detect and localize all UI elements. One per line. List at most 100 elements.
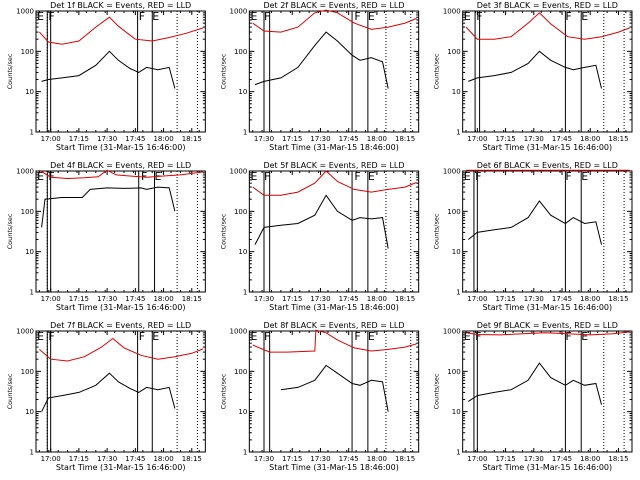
flag-label: F [476, 10, 482, 23]
flag-label: F [565, 10, 571, 23]
x-tick-label: 17:30 [524, 455, 544, 463]
x-tick-label: 18:00 [153, 455, 173, 463]
events-series-line [41, 186, 176, 228]
y-axis-label: Counts/sec [219, 213, 227, 249]
x-tick-label: 17:00 [467, 135, 487, 143]
x-tick-label: 17:15 [69, 295, 89, 303]
flag-label: E [464, 10, 471, 23]
plot-frame [248, 330, 420, 453]
y-tick-label: 1 [30, 449, 34, 457]
flag-label: E [581, 170, 588, 183]
flag-label: E [152, 10, 159, 23]
plot-title: Det 3f BLACK = Events, RED = LLD [477, 1, 618, 10]
x-tick-label: 18:15 [608, 135, 628, 143]
x-tick-label: 17:00 [41, 135, 61, 143]
x-tick-label: 17:00 [467, 455, 487, 463]
y-tick-label: 1000 [16, 168, 34, 176]
flag-label: E [368, 170, 375, 183]
plot-frame [462, 10, 633, 133]
y-axis-label: Counts/sec [433, 373, 441, 409]
plot-title: Det 5f BLACK = Events, RED = LLD [263, 161, 404, 170]
plot-frame [35, 170, 206, 293]
x-tick-label: 17:45 [125, 135, 145, 143]
flag-label: F [475, 330, 481, 343]
y-tick-label: 1 [456, 289, 460, 297]
x-tick-label: 17:45 [552, 455, 572, 463]
flag-label: F [264, 10, 270, 23]
y-tick-label: 1 [243, 449, 247, 457]
y-tick-label: 1000 [230, 8, 248, 16]
x-tick-label: 17:30 [97, 295, 117, 303]
flag-label: E [250, 10, 257, 23]
x-tick-label: 17:45 [552, 135, 572, 143]
y-tick-label: 10 [25, 248, 34, 256]
x-tick-label: 17:00 [41, 295, 61, 303]
x-tick-label: 17:30 [524, 135, 544, 143]
plot-frame [462, 170, 633, 293]
events-series-line [41, 372, 176, 412]
x-tick-label: 17:15 [69, 135, 89, 143]
flag-label: E [37, 10, 44, 23]
y-tick-label: 100 [234, 208, 247, 216]
x-tick-label: 17:45 [552, 295, 572, 303]
flag-label: E [152, 330, 159, 343]
x-axis-label: Start Time (31-Mar-15 16:46:00) [56, 303, 186, 312]
y-tick-label: 100 [234, 48, 247, 56]
x-axis-label: Start Time (31-Mar-15 16:46:00) [56, 463, 186, 472]
events-series-line [254, 194, 389, 249]
y-axis-label: Counts/sec [433, 213, 441, 249]
lld-series-line [252, 329, 417, 353]
x-tick-label: 17:15 [282, 135, 302, 143]
y-tick-label: 10 [238, 248, 247, 256]
flag-label: F [565, 170, 571, 183]
x-axis-label: Start Time (31-Mar-15 18:46:00) [269, 303, 399, 312]
x-tick-label: 17:45 [125, 295, 145, 303]
y-tick-label: 1 [30, 289, 34, 297]
y-tick-label: 1 [456, 129, 460, 137]
x-tick-label: 18:00 [153, 295, 173, 303]
y-tick-label: 100 [21, 368, 34, 376]
lld-series-line [466, 331, 630, 336]
flag-label: E [37, 330, 44, 343]
y-tick-label: 100 [21, 208, 34, 216]
x-tick-label: 18:15 [182, 455, 202, 463]
y-tick-label: 100 [447, 48, 460, 56]
x-tick-label: 18:00 [367, 295, 387, 303]
y-tick-label: 100 [447, 208, 460, 216]
events-series-line [254, 31, 389, 89]
lld-series-line [39, 16, 204, 45]
x-tick-label: 17:45 [339, 455, 359, 463]
x-tick-label: 17:15 [69, 455, 89, 463]
x-tick-label: 18:00 [367, 455, 387, 463]
x-tick-label: 17:15 [282, 295, 302, 303]
detector-plot-6: Det 6f BLACK = Events, RED = LLD 1 10 100 10… [433, 161, 633, 312]
y-axis-label: Counts/sec [219, 53, 227, 89]
flag-label: E [250, 170, 257, 183]
detector-plot-7: Det 7f BLACK = Events, RED = LLD 1 10 100 10… [6, 321, 206, 472]
x-tick-label: 17:15 [495, 455, 515, 463]
events-series-line [468, 50, 602, 89]
plot-frame [35, 10, 206, 133]
x-tick-label: 17:15 [495, 295, 515, 303]
y-tick-label: 1 [456, 449, 460, 457]
plot-title: Det 6f BLACK = Events, RED = LLD [477, 161, 618, 170]
detector-plot-3: Det 3f BLACK = Events, RED = LLD 1 10 100 10… [433, 1, 633, 152]
y-axis-label: Counts/sec [433, 53, 441, 89]
lld-series-line [252, 9, 417, 33]
detector-plot-4: Det 4f BLACK = Events, RED = LLD 1 10 100 10… [6, 161, 206, 312]
x-tick-label: 18:00 [580, 135, 600, 143]
x-tick-label: 18:15 [182, 135, 202, 143]
flag-label: F [139, 10, 145, 23]
flag-label: F [48, 330, 54, 343]
y-tick-label: 1000 [443, 8, 461, 16]
x-tick-label: 18:00 [153, 135, 173, 143]
plot-title: Det 7f BLACK = Events, RED = LLD [50, 321, 191, 330]
events-series-line [467, 200, 602, 245]
flag-label: E [581, 10, 588, 23]
x-tick-label: 18:00 [580, 295, 600, 303]
y-tick-label: 100 [234, 368, 247, 376]
x-tick-label: 18:15 [608, 295, 628, 303]
y-axis-label: Counts/sec [219, 373, 227, 409]
